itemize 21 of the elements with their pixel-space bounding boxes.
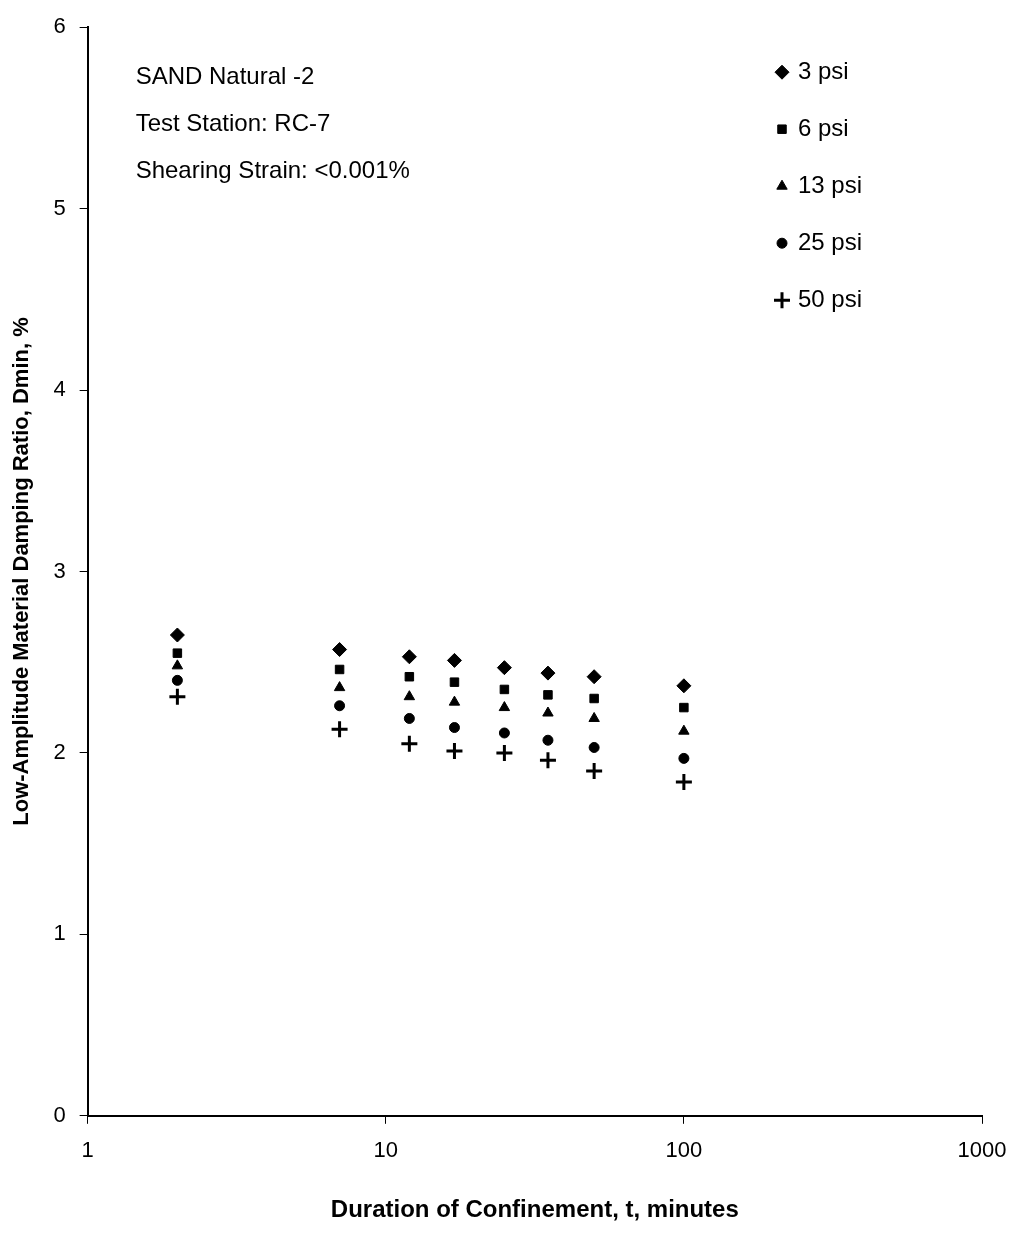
legend-label: 6 psi: [798, 113, 849, 141]
y-tick-label: 3: [53, 557, 66, 583]
x-tick-label: 100: [665, 1137, 703, 1163]
legend-label: 50 psi: [798, 284, 863, 312]
y-tick-label: 1: [53, 920, 66, 946]
y-axis-title: Low-Amplitude Material Damping Ratio, Dmin, %: [8, 317, 34, 826]
y-tick-label: 2: [53, 739, 66, 764]
y-tick-label: 5: [53, 194, 66, 220]
x-tick-label: 1: [81, 1137, 94, 1163]
annotation: SAND Natural -2: [135, 61, 315, 89]
x-tick-label: 10: [373, 1137, 398, 1163]
legend-label: 25 psi: [798, 227, 863, 255]
y-tick-label: 6: [53, 13, 66, 39]
x-tick-label: 1000: [957, 1137, 1007, 1163]
legend-label: 3 psi: [798, 56, 849, 84]
y-tick-label: 4: [53, 376, 66, 402]
legend-label: 13 psi: [798, 170, 863, 198]
annotation: Shearing Strain: <0.001%: [135, 155, 410, 183]
annotation: Test Station: RC-7: [135, 108, 331, 136]
x-axis-title: Duration of Confinement, t, minutes: [330, 1195, 739, 1223]
y-tick-label: 0: [53, 1101, 66, 1127]
